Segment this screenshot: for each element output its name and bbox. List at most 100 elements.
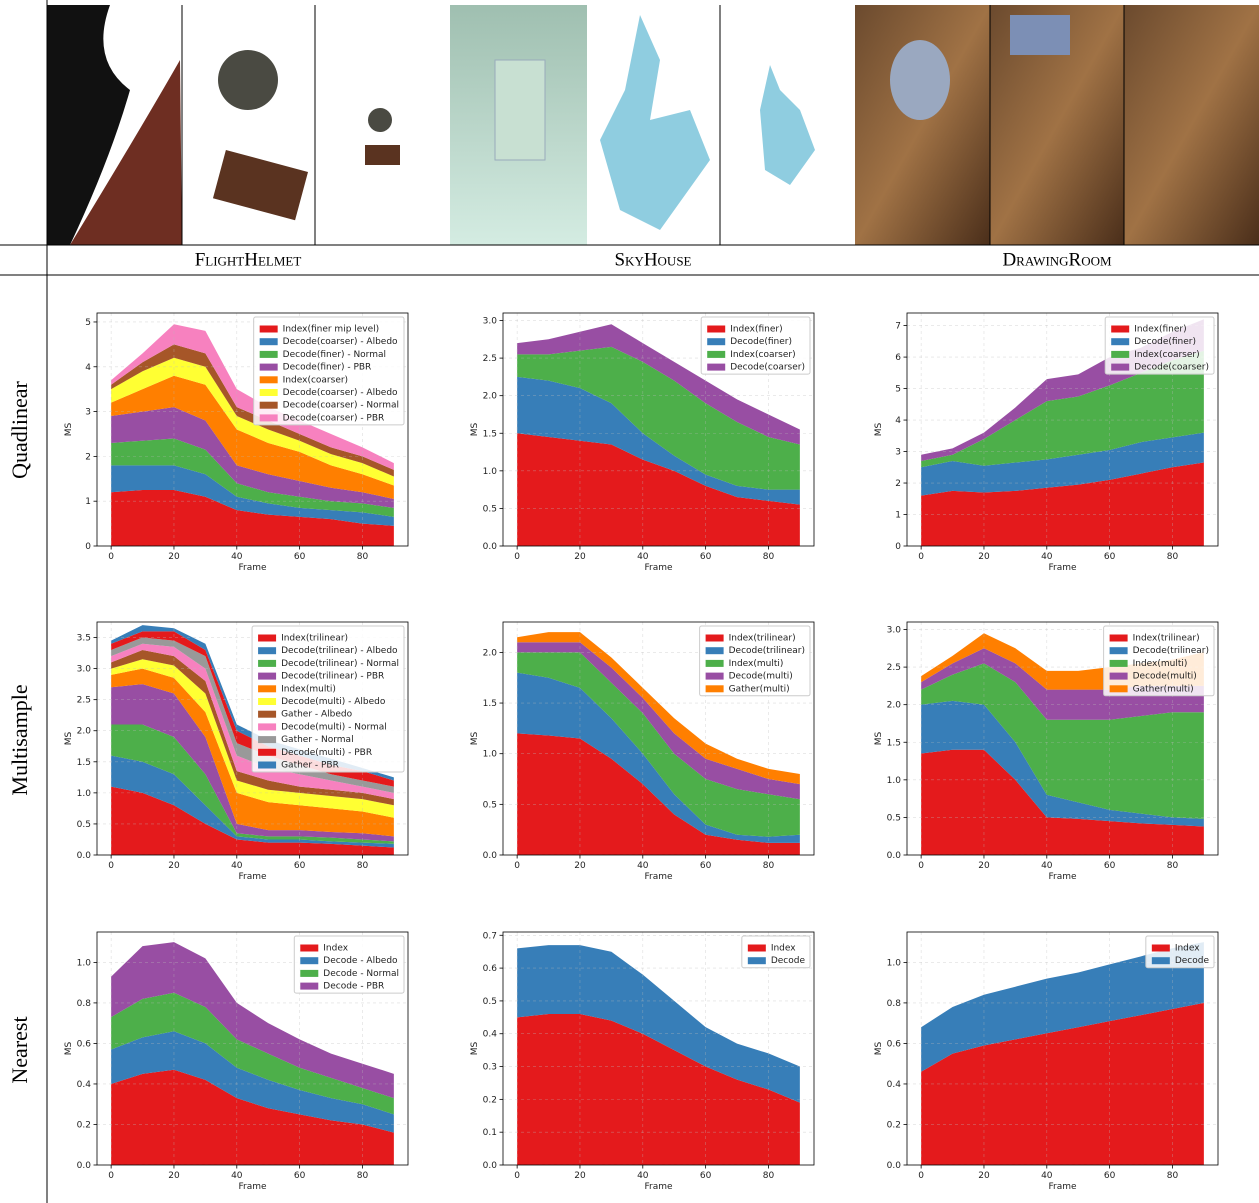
chart: 0.00.51.01.52.0020406080FrameMSIndex(tri… [470,622,814,882]
chart: 0.00.51.01.52.02.53.0020406080FrameMSInd… [874,622,1218,882]
y-tick-label: 3.5 [77,634,91,644]
x-axis-label: Frame [238,872,267,882]
legend-label: Index(coarser) [1134,350,1199,360]
legend-swatch [260,351,278,358]
legend-swatch [1111,364,1129,371]
x-tick-label: 20 [978,552,990,562]
x-tick-label: 20 [574,552,586,562]
chart: 0.00.10.20.30.40.50.60.7020406080FrameMS… [470,931,814,1192]
legend-swatch [748,957,766,964]
legend: Index(finer) Decode(finer) Index(coarser) D… [1105,317,1214,374]
y-axis-label: MS [874,731,884,745]
legend-label: Decode(multi) - PBR [281,748,372,758]
legend-swatch [300,983,318,990]
legend: Index(finer)Decode(finer)Index(coarser)D… [701,317,810,374]
x-tick-label: 40 [231,1171,243,1181]
x-tick-label: 40 [1041,1171,1053,1181]
legend-label: Decode(trilinear) [1133,646,1209,656]
legend-label: Index [323,944,348,954]
y-tick-label: 0.2 [887,1120,901,1130]
image-shape [218,50,278,110]
row-label: Multisample [7,684,32,795]
y-tick-label: 0.6 [887,1039,902,1049]
image-shape [495,60,545,160]
y-tick-label: 1.0 [887,958,902,968]
legend-label: Decode(multi) - Normal [281,722,387,732]
legend-swatch [258,749,276,756]
y-tick-label: 6 [895,353,901,363]
y-tick-label: 3.0 [483,317,498,327]
y-axis-label: MS [470,1041,480,1055]
legend-label: Decode(coarser) [1134,363,1209,373]
legend-label: Gather(multi) [1133,684,1194,694]
y-tick-label: 0.0 [77,1161,92,1171]
image-shape [365,145,400,165]
y-tick-label: 0.5 [887,813,901,823]
y-tick-label: 3 [895,448,901,458]
legend-swatch [258,723,276,730]
figure: FlightHelmet SkyHouse DrawingRoom Quadli… [0,0,1259,1203]
x-tick-label: 40 [231,552,243,562]
x-tick-label: 0 [918,552,924,562]
y-tick-label: 5 [85,318,91,328]
y-tick-label: 0.0 [483,1161,498,1171]
legend-label: Index(coarser) [730,350,795,360]
y-tick-label: 0 [85,542,91,552]
x-tick-label: 80 [763,861,775,871]
y-tick-label: 0.5 [483,997,497,1007]
y-tick-label: 0.1 [483,1128,497,1138]
y-tick-label: 5 [895,385,901,395]
x-axis-label: Frame [238,563,267,573]
x-tick-label: 80 [357,1171,369,1181]
legend-swatch [1110,685,1128,692]
legend-swatch [260,376,278,383]
legend-label: Index(multi) [281,684,336,694]
y-tick-label: 1.5 [483,429,497,439]
legend-label: Index(multi) [729,659,784,669]
legend-label: Decode(finer) - PBR [283,363,372,373]
legend: IndexDecode [742,936,810,968]
y-tick-label: 1.0 [483,467,498,477]
x-tick-label: 0 [514,552,520,562]
x-tick-label: 60 [700,1171,712,1181]
x-tick-label: 0 [918,861,924,871]
legend-swatch [260,338,278,345]
legend-label: Index(finer) [730,325,782,335]
legend-swatch [707,338,725,345]
x-tick-label: 20 [574,1171,586,1181]
legend-swatch [707,351,725,358]
legend-swatch [258,673,276,680]
y-tick-label: 0.4 [77,1080,92,1090]
legend-label: Gather - Albedo [281,710,353,720]
image-shape [890,40,950,120]
y-tick-label: 4 [895,416,901,426]
legend-swatch [260,389,278,396]
legend-label: Decode(trilinear) [729,646,805,656]
legend: Index(trilinear)Decode(trilinear)Index(m… [1104,626,1214,696]
chart: 01234567020406080FrameMSIndex(finer)Deco… [874,313,1218,573]
x-tick-label: 0 [514,861,520,871]
legend-swatch [1110,660,1128,667]
y-tick-label: 0.7 [483,931,497,941]
y-tick-label: 2 [85,452,91,462]
x-tick-label: 80 [763,552,775,562]
legend-swatch [1111,351,1129,358]
x-tick-label: 60 [1104,861,1116,871]
x-tick-label: 20 [168,861,180,871]
x-tick-label: 0 [108,1171,114,1181]
x-axis-label: Frame [644,1182,673,1192]
y-tick-label: 0.4 [483,1030,498,1040]
x-tick-label: 20 [574,861,586,871]
legend-label: Decode(finer) [1134,337,1196,347]
x-tick-label: 80 [1167,552,1179,562]
y-axis-label: MS [874,1041,884,1055]
legend-swatch [258,736,276,743]
x-tick-label: 0 [108,552,114,562]
y-tick-label: 7 [895,322,901,332]
image-shape [368,108,392,132]
legend-swatch [260,326,278,333]
legend-label: Index(finer) [1134,325,1186,335]
x-tick-label: 40 [1041,861,1053,871]
row-label: Quadlinear [7,380,32,478]
